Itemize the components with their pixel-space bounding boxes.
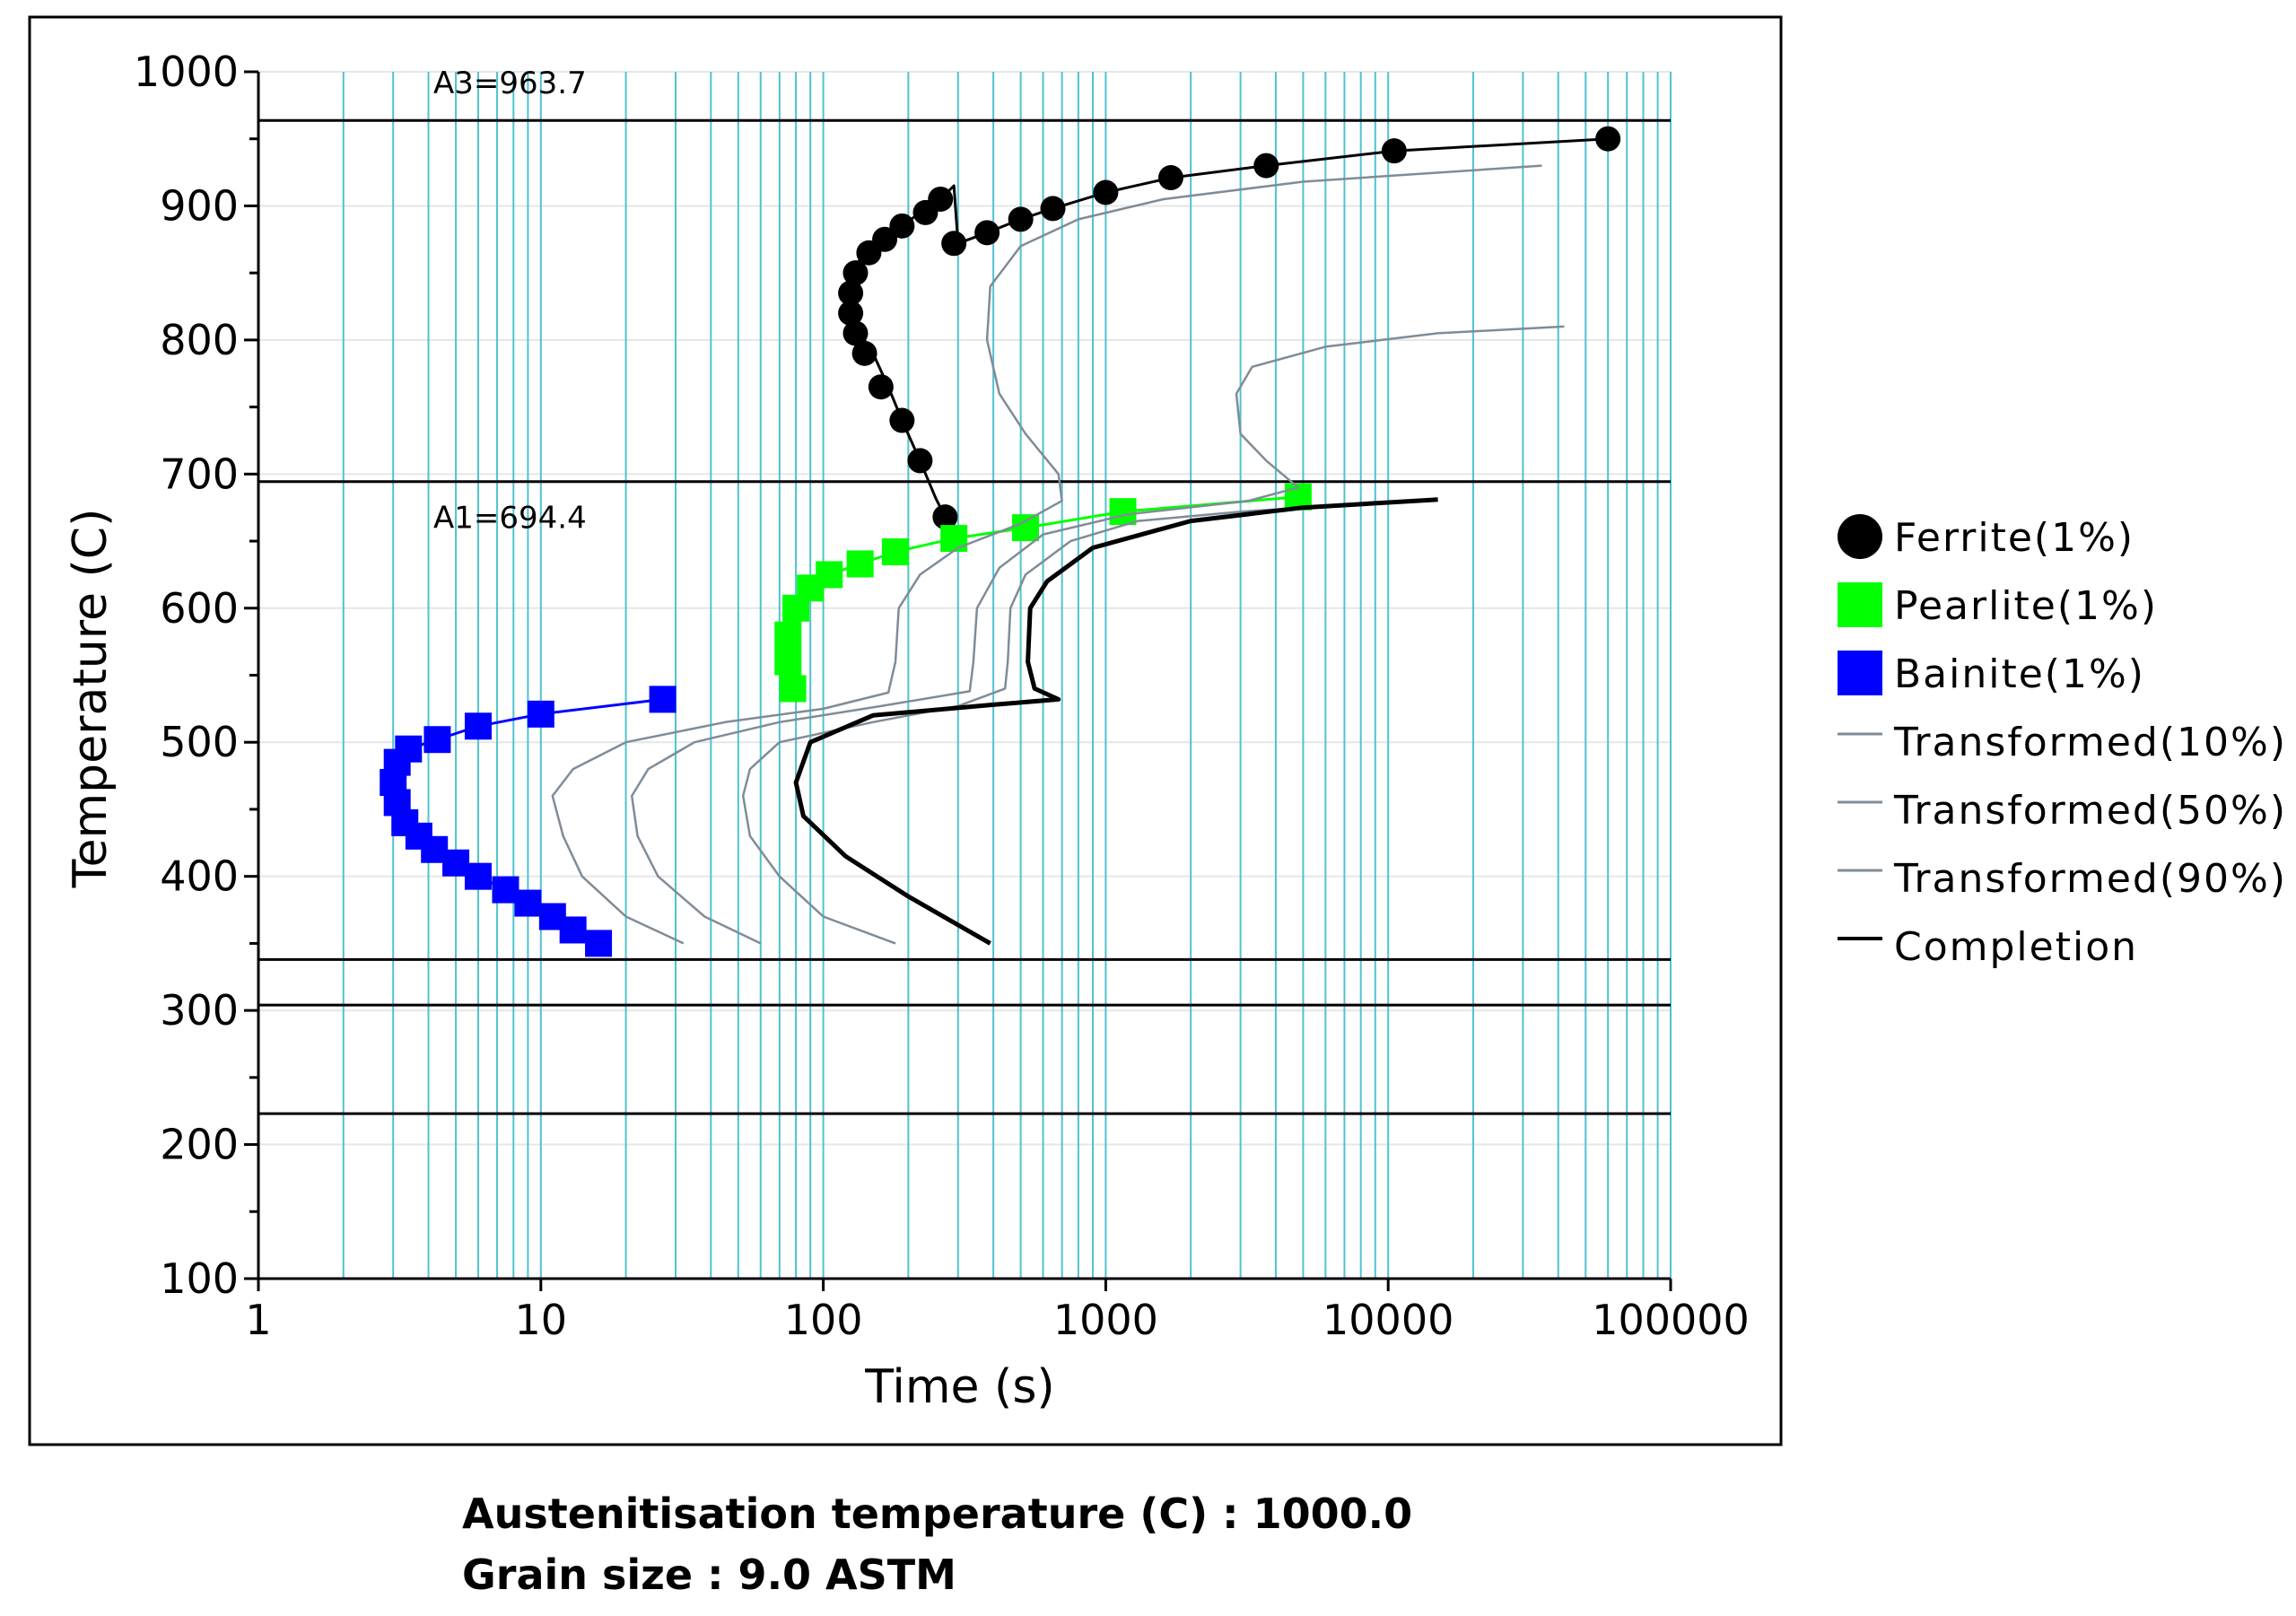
marker-pearlite-1 bbox=[846, 550, 874, 578]
marker-bainite-1 bbox=[538, 903, 566, 930]
y-tick-label: 100 bbox=[160, 1254, 239, 1303]
marker-ferrite-1 bbox=[838, 280, 864, 306]
marker-ferrite-1 bbox=[872, 226, 898, 252]
marker-ferrite-1 bbox=[842, 320, 869, 346]
x-tick-label: 100000 bbox=[1592, 1296, 1750, 1344]
legend: Ferrite(1%) Pearlite(1%) Bainite(1%) Transf… bbox=[1838, 514, 2287, 970]
marker-bainite-1 bbox=[492, 876, 519, 904]
reference-line-label: A1=694.4 bbox=[433, 501, 587, 537]
marker-ferrite-1 bbox=[932, 504, 958, 530]
marker-bainite-1 bbox=[395, 735, 423, 763]
x-tick-label: 1 bbox=[245, 1296, 271, 1344]
legend-swatch-ferrite-1 bbox=[1838, 514, 1882, 559]
austenitisation-text: Austenitisation temperature (C) : 1000.0 bbox=[462, 1489, 1413, 1538]
marker-ferrite-1 bbox=[1157, 165, 1183, 191]
x-tick-label: 10 bbox=[515, 1296, 568, 1344]
marker-bainite-1 bbox=[649, 686, 677, 713]
marker-ferrite-1 bbox=[1381, 138, 1407, 164]
marker-bainite-1 bbox=[423, 726, 451, 754]
marker-ferrite-1 bbox=[889, 407, 915, 433]
marker-ferrite-1 bbox=[1253, 153, 1279, 179]
grain-size-text: Grain size : 9.0 ASTM bbox=[462, 1550, 956, 1599]
marker-ferrite-1 bbox=[842, 260, 869, 286]
marker-ferrite-1 bbox=[889, 213, 915, 239]
series-line-transformed-50 bbox=[630, 325, 1565, 945]
marker-ferrite-1 bbox=[1040, 196, 1066, 222]
marker-pearlite-1 bbox=[816, 561, 843, 589]
axes: 100 200 300 400 500 600 700 800 900 1000 1 10 100 100… bbox=[134, 48, 1750, 1344]
marker-bainite-1 bbox=[464, 712, 492, 740]
marker-pearlite-1 bbox=[774, 648, 802, 676]
y-tick-label: 700 bbox=[160, 450, 239, 498]
series-line-ferrite-1 bbox=[846, 137, 1609, 539]
legend-label-transformed-90: Transformed(90%) bbox=[1893, 856, 2287, 902]
marker-ferrite-1 bbox=[851, 340, 877, 366]
y-tick-label: 400 bbox=[160, 852, 239, 901]
marker-ferrite-1 bbox=[1008, 206, 1034, 232]
legend-label-transformed-50: Transformed(50%) bbox=[1893, 788, 2287, 834]
marker-ferrite-1 bbox=[1093, 179, 1119, 205]
marker-pearlite-1 bbox=[779, 675, 807, 703]
y-tick-label: 500 bbox=[160, 718, 239, 766]
marker-pearlite-1 bbox=[881, 538, 909, 566]
marker-ferrite-1 bbox=[928, 186, 954, 212]
grid bbox=[258, 71, 1672, 1280]
x-tick-label: 100 bbox=[784, 1296, 863, 1344]
series bbox=[380, 126, 1621, 957]
marker-pearlite-1 bbox=[1011, 514, 1039, 542]
legend-label-completion: Completion bbox=[1894, 924, 2138, 970]
x-axis-title: Time (s) bbox=[864, 1360, 1054, 1414]
y-tick-label: 600 bbox=[160, 584, 239, 633]
y-tick-label: 900 bbox=[160, 181, 239, 230]
marker-ferrite-1 bbox=[838, 301, 864, 326]
reference-lines: A3=963.7 A1=694.4 bbox=[258, 66, 1671, 1115]
marker-ferrite-1 bbox=[941, 231, 967, 257]
legend-swatch-bainite-1 bbox=[1838, 651, 1882, 695]
marker-pearlite-1 bbox=[940, 525, 968, 553]
marker-ferrite-1 bbox=[868, 374, 894, 400]
legend-label-transformed-10: Transformed(10%) bbox=[1893, 720, 2287, 765]
reference-line-label: A3=963.7 bbox=[433, 66, 587, 101]
marker-pearlite-1 bbox=[774, 621, 802, 649]
y-tick-label: 300 bbox=[160, 986, 239, 1035]
series-line-transformed-10 bbox=[551, 164, 1542, 945]
legend-swatch-pearlite-1 bbox=[1838, 582, 1882, 627]
chart-frame bbox=[28, 15, 1783, 1446]
x-tick-label: 1000 bbox=[1053, 1296, 1158, 1344]
y-tick-label: 1000 bbox=[134, 48, 239, 96]
marker-ferrite-1 bbox=[1595, 126, 1621, 152]
y-tick-label: 200 bbox=[160, 1121, 239, 1169]
marker-bainite-1 bbox=[527, 700, 554, 728]
marker-ferrite-1 bbox=[974, 220, 1000, 246]
legend-label-pearlite-1: Pearlite(1%) bbox=[1894, 583, 2158, 629]
marker-ferrite-1 bbox=[907, 448, 933, 474]
y-tick-label: 800 bbox=[160, 316, 239, 364]
marker-bainite-1 bbox=[585, 930, 613, 957]
y-axis-title: Temperature (C) bbox=[64, 509, 118, 889]
legend-label-bainite-1: Bainite(1%) bbox=[1894, 651, 2145, 697]
marker-pearlite-1 bbox=[1109, 498, 1137, 526]
x-tick-label: 10000 bbox=[1323, 1296, 1454, 1344]
series-line-completion bbox=[793, 497, 1438, 946]
legend-label-ferrite-1: Ferrite(1%) bbox=[1894, 515, 2134, 561]
